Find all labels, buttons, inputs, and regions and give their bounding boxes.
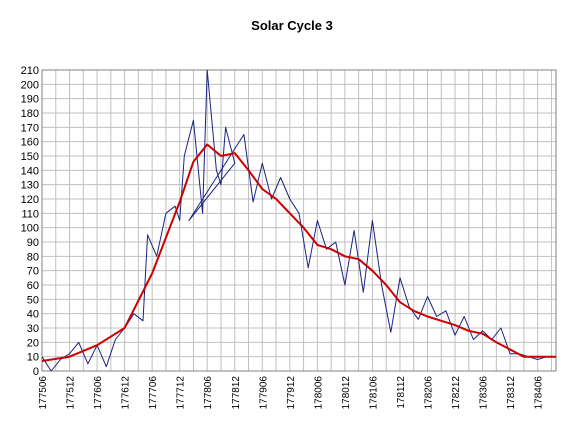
x-tick-label: 178306 (479, 376, 490, 410)
y-tick-label: 200 (21, 79, 39, 91)
x-tick-label: 177712 (176, 376, 187, 410)
x-tick-label: 177612 (121, 376, 132, 410)
y-axis-ticks: 0 10 20 30 40 50 60 70 80 90 100 110 120 130 140 150 160… (21, 65, 39, 378)
x-tick-label: 178406 (534, 376, 545, 410)
x-tick-label: 177912 (286, 376, 297, 410)
y-tick-label: 0 (33, 366, 39, 378)
y-tick-label: 110 (21, 208, 39, 220)
y-tick-label: 50 (27, 294, 39, 306)
y-tick-label: 180 (21, 108, 39, 120)
y-tick-label: 140 (21, 165, 39, 177)
y-tick-label: 160 (21, 137, 39, 149)
x-tick-label: 177812 (231, 376, 242, 410)
x-tick-label: 177906 (258, 376, 269, 410)
x-tick-label: 177806 (203, 376, 214, 410)
x-axis-ticks: 177506 177512 177606 177612 177706 177712 1778… (38, 376, 545, 410)
x-tick-label: 178212 (451, 376, 462, 410)
y-tick-label: 130 (21, 180, 39, 192)
series (41, 69, 556, 372)
x-tick-label: 178112 (396, 376, 407, 409)
y-tick-label: 170 (21, 122, 39, 134)
y-tick-label: 20 (27, 337, 39, 349)
y-tick-label: 190 (21, 94, 39, 106)
y-tick-label: 150 (21, 151, 39, 163)
y-tick-label: 40 (27, 309, 39, 321)
y-tick-label: 10 (27, 352, 39, 364)
y-tick-label: 70 (27, 266, 39, 278)
plot-frame (41, 69, 557, 372)
x-tick-label: 178006 (313, 376, 324, 410)
monthly-series-line (41, 69, 556, 372)
y-tick-label: 100 (21, 223, 39, 235)
y-tick-label: 30 (27, 323, 39, 335)
x-tick-label: 178012 (341, 376, 352, 410)
x-tick-label: 177506 (38, 376, 49, 410)
x-tick-label: 178106 (368, 376, 379, 410)
x-tick-label: 178206 (424, 376, 435, 410)
y-tick-label: 120 (21, 194, 39, 206)
y-tick-label: 80 (27, 251, 39, 263)
grid (41, 69, 556, 372)
x-tick-label: 177606 (93, 376, 104, 410)
y-tick-label: 60 (27, 280, 39, 292)
y-tick-label: 90 (27, 237, 39, 249)
x-tick-label: 178312 (506, 376, 517, 410)
smoothed-series-line (41, 143, 556, 362)
chart-title: Solar Cycle 3 (251, 18, 333, 33)
x-tick-label: 177706 (148, 376, 159, 410)
x-tick-label: 177512 (66, 376, 77, 410)
y-tick-label: 210 (21, 65, 39, 77)
